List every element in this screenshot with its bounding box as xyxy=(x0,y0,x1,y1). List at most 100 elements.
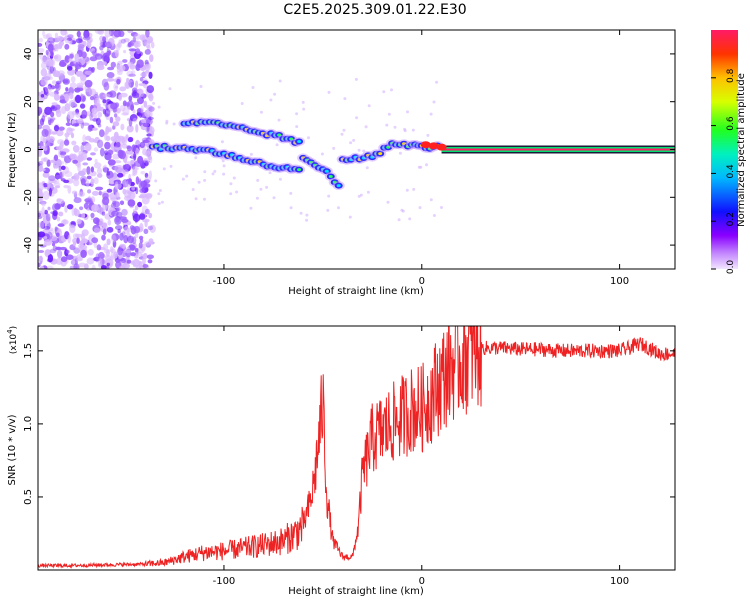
noise-blob xyxy=(107,219,112,226)
noise-blob xyxy=(120,257,127,264)
scatter-dot xyxy=(203,197,206,201)
noise-blob xyxy=(93,227,101,233)
noise-blob xyxy=(130,104,135,111)
noise-blob xyxy=(122,59,128,63)
noise-blob xyxy=(135,176,140,185)
noise-blob xyxy=(80,249,87,258)
noise-blob xyxy=(149,224,156,233)
noise-blob xyxy=(112,239,117,248)
noise-blob xyxy=(91,69,95,73)
noise-blob xyxy=(132,117,138,123)
scatter-dot xyxy=(158,189,162,192)
noise-blob xyxy=(131,87,138,94)
noise-blob xyxy=(82,162,89,166)
noise-blob xyxy=(52,203,58,212)
scatter-dot xyxy=(432,100,436,104)
chart-title: C2E5.2025.309.01.22.E30 xyxy=(283,2,467,18)
noise-blob xyxy=(69,153,75,159)
noise-blob xyxy=(92,127,98,131)
noise-blob xyxy=(131,92,140,99)
x-tick-label: 100 xyxy=(610,576,629,587)
noise-blob xyxy=(139,188,145,193)
noise-blob xyxy=(93,162,102,169)
noise-blob xyxy=(72,241,77,247)
noise-blob xyxy=(132,109,136,114)
noise-blob xyxy=(87,249,94,256)
scatter-dot xyxy=(157,192,161,196)
noise-blob xyxy=(148,238,154,245)
noise-blob xyxy=(59,150,63,156)
noise-blob xyxy=(45,73,52,80)
spectrogram-x-axis: -100 0 100 xyxy=(213,30,629,287)
noise-blob xyxy=(84,70,93,76)
noise-blob xyxy=(38,262,41,268)
scatter-dot xyxy=(302,107,306,111)
scatter-dot xyxy=(406,110,409,114)
noise-blob xyxy=(90,152,96,156)
noise-blob xyxy=(112,125,116,130)
noise-blob xyxy=(82,35,91,41)
noise-blob xyxy=(133,101,140,106)
noise-blob xyxy=(91,204,99,213)
noise-blob xyxy=(65,87,69,92)
noise-blob xyxy=(98,92,106,100)
noise-blob xyxy=(53,182,61,187)
noise-blob xyxy=(115,225,123,231)
noise-blob xyxy=(73,174,77,181)
noise-blob xyxy=(117,172,124,178)
noise-blob xyxy=(120,123,125,131)
noise-blob xyxy=(102,167,109,173)
noise-blob xyxy=(114,181,119,190)
noise-blob xyxy=(80,144,85,153)
scatter-dot xyxy=(249,206,253,210)
noise-blob xyxy=(109,246,114,253)
noise-blob xyxy=(142,264,149,268)
track-core xyxy=(297,168,302,172)
noise-blob xyxy=(106,50,111,57)
scatter-dot xyxy=(194,156,198,160)
noise-blob xyxy=(105,102,109,111)
scatter-dot xyxy=(235,190,239,194)
scatter-dot xyxy=(162,167,166,171)
scatter-dot xyxy=(221,159,225,163)
noise-blob xyxy=(82,40,87,47)
noise-blob xyxy=(46,182,51,188)
noise-blob xyxy=(75,112,81,118)
noise-blob xyxy=(145,30,150,38)
noise-blob xyxy=(78,191,85,197)
noise-blob xyxy=(59,161,65,165)
x-tick-label: 100 xyxy=(610,276,629,287)
tone-blob xyxy=(428,142,439,150)
noise-blob xyxy=(51,242,56,247)
scatter-dot xyxy=(340,132,344,136)
noise-blob xyxy=(139,34,147,41)
noise-blob xyxy=(58,40,63,49)
noise-blob xyxy=(70,259,78,266)
noise-blob xyxy=(77,118,84,124)
noise-blob xyxy=(111,210,119,217)
scatter-dot xyxy=(301,100,305,104)
x-tick-label: -100 xyxy=(213,276,236,287)
noise-blob xyxy=(43,236,48,240)
noise-blob xyxy=(130,252,137,257)
noise-blob xyxy=(148,71,153,79)
noise-blob xyxy=(55,109,62,118)
noise-blob xyxy=(138,83,146,87)
noise-blob xyxy=(44,85,53,93)
noise-blob xyxy=(53,93,60,101)
noise-blob xyxy=(86,157,93,161)
noise-blob xyxy=(89,112,93,121)
noise-blob xyxy=(79,94,86,103)
noise-blob xyxy=(140,105,144,114)
noise-blob xyxy=(115,206,121,212)
noise-blob xyxy=(147,259,153,264)
noise-blob xyxy=(67,66,73,71)
noise-blob xyxy=(140,118,147,124)
noise-blob xyxy=(76,237,80,244)
noise-blob xyxy=(54,83,60,89)
noise-blob xyxy=(118,150,126,160)
noise-blob xyxy=(105,265,110,269)
noise-blob xyxy=(131,70,136,75)
noise-blob xyxy=(90,166,94,173)
noise-blob xyxy=(97,111,103,118)
